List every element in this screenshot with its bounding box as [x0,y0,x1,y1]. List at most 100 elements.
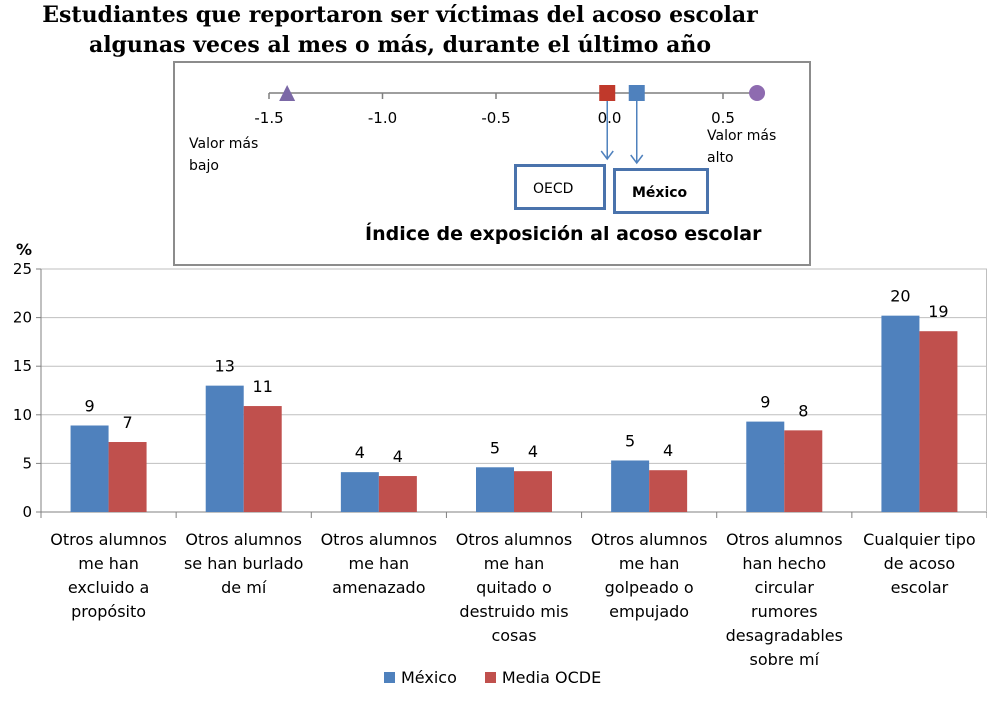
bar-value-label: 5 [625,431,635,450]
bar-mexico [205,385,244,512]
bar-oecd [108,442,147,512]
x-category-label-line: empujado [609,602,690,621]
y-tick-label: 15 [13,357,32,375]
lowest-value-note: Valor más bajo [189,133,258,177]
chart-title-line-1: Estudiantes que reportaron ser víctimas … [42,2,758,28]
x-category-label-line: me han [618,554,680,573]
mexico-callout-label: México [632,185,688,201]
x-category-label-line: destruido mis [459,602,569,621]
index-tick-label: -1.0 [367,109,398,127]
bar-value-label: 9 [84,396,94,415]
chart-legend: México Media OCDE [384,668,601,687]
oecd-callout-label: OECD [533,181,574,197]
x-category-label-line: Otros alumnos [50,530,167,549]
x-category-label-line: propósito [71,602,147,621]
bar-mexico [611,460,650,512]
bar-value-label: 11 [253,377,273,396]
highest-value-note-line-2: alto [707,150,734,166]
y-tick-label: 20 [13,309,32,327]
x-category-label-line: sobre mí [749,650,820,669]
x-category-label-line: circular [754,578,814,597]
bar-oecd [243,406,282,512]
legend-swatch-oecd [484,672,496,683]
index-panel: -1.5 -1.0 -0.5 0.0 0.5 Valor más bajo Valor … [173,61,811,266]
mexico-callout-box: México [613,168,709,214]
x-category-label-line: cosas [491,626,537,645]
highest-value-note-line-1: Valor más [707,128,777,144]
y-tick-label: 10 [13,406,32,424]
bar-oecd [514,471,552,512]
mexico-marker [628,85,645,101]
x-category-label-line: Otros alumnos [726,530,843,549]
chart-title: Estudiantes que reportaron ser víctimas … [0,0,800,60]
x-category-label-line: amenazado [332,578,426,597]
bar-oecd [784,430,823,512]
bar-value-label: 8 [798,401,808,420]
x-category-label-line: golpeado o [604,578,694,597]
index-tick-label: -0.5 [481,109,511,127]
x-category-label-line: desagradables [725,626,843,645]
index-scale-svg [268,85,766,165]
index-tick-label: -1.5 [254,109,284,127]
y-tick-label: 25 [13,260,32,278]
x-category-label-line: me han [483,554,545,573]
bar-oecd [378,476,417,512]
bar-mexico [340,472,379,512]
bar-oecd [649,470,688,512]
x-category-label-line: se han burlado [183,554,304,573]
bar-mexico [881,315,920,512]
oecd-arrowhead [600,150,614,161]
y-tick-label: 5 [22,454,32,472]
highest-value-note: Valor más alto [707,125,776,169]
bar-value-label: 4 [393,447,403,466]
x-category-label-line: escolar [890,578,949,597]
legend-label-mexico: México [401,668,457,687]
legend-label-oecd: Media OCDE [501,668,602,687]
x-category-label-line: Cualquier tipo [863,530,976,549]
bar-value-label: 20 [890,287,910,306]
x-category-label-line: Otros alumnos [320,530,438,549]
bar-value-label: 13 [215,357,235,376]
index-title: Índice de exposición al acoso escolar [365,223,762,245]
lowest-value-note-line-1: Valor más [189,136,259,152]
bar-oecd [919,331,958,512]
bar-mexico [746,421,785,512]
bar-value-label: 7 [122,413,132,432]
bar-value-label: 4 [528,442,538,461]
bar-value-label: 4 [663,441,673,460]
mexico-arrowhead [630,154,644,165]
x-category-label-line: excluido a [67,578,150,597]
oecd-marker [599,85,616,101]
x-category-label: Otros alumnos me han golpeado o empujado [582,528,716,624]
x-category-label-line: de mí [221,578,267,597]
bar-value-label: 9 [760,393,770,412]
legend-swatch-mexico [384,672,395,683]
x-category-label: Cualquier tipo de acoso escolar [852,528,986,600]
chart-title-line-2: algunas veces al mes o más, durante el ú… [88,32,712,58]
lowest-value-marker [279,85,296,101]
index-tick-label: 0.5 [711,109,735,127]
x-category-label-line: rumores [751,602,818,621]
x-category-label: Otros alumnos me han excluido a propósito [42,528,176,624]
highest-value-marker [749,85,766,101]
bar-mexico [476,467,514,512]
x-category-label-line: Otros alumnos [185,530,302,549]
bar-value-label: 19 [928,302,948,321]
x-category-label-line: Otros alumnos [590,530,708,549]
x-category-label-line: me han [78,554,139,573]
x-category-label: Otros alumnos me han quitado o destruido mi… [447,528,581,648]
x-category-label-line: Otros alumnos [455,530,573,549]
bar-mexico [70,425,109,512]
y-tick-label: 0 [22,503,32,521]
oecd-callout-box: OECD [514,164,606,210]
bar-value-label: 5 [490,438,500,457]
x-category-label: Otros alumnos me han amenazado [312,528,446,600]
x-category-label-line: han hecho [742,554,827,573]
x-category-label: Otros alumnos han hecho circular rumores des… [717,528,851,672]
x-category-label-line: de acoso [883,554,956,573]
y-axis-unit: % [16,240,33,259]
index-tick-label: 0.0 [597,109,622,127]
lowest-value-note-line-2: bajo [189,158,219,174]
x-category-label: Otros alumnos se han burlado de mí [177,528,311,600]
x-category-label-line: me han [348,554,410,573]
